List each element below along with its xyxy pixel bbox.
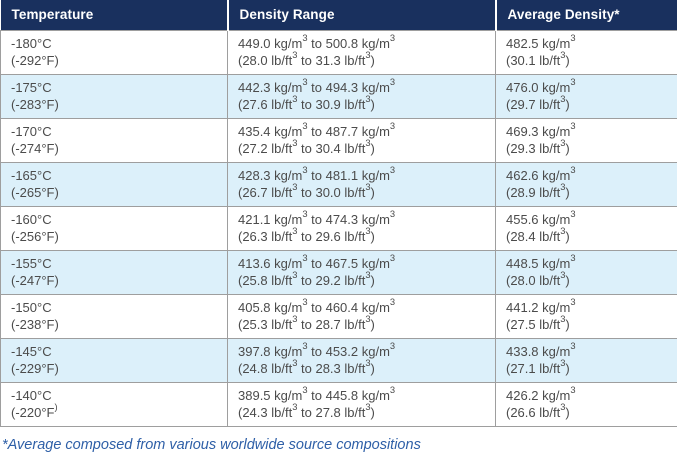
cell-line: (27.1 lb/ft3) — [506, 358, 570, 376]
cell-line: (24.3 lb/ft3 to 27.8 lb/ft3) — [238, 402, 375, 420]
header-row: Temperature Density Range Average Densit… — [0, 0, 677, 30]
cell-line: 421.1 kg/m3 to 474.3 kg/m3 — [238, 209, 396, 227]
column-header-average-density: Average Density* — [494, 0, 677, 30]
cell-line: 435.4 kg/m3 to 487.7 kg/m3 — [238, 121, 396, 139]
cell-line: 426.2 kg/m3 — [506, 385, 576, 403]
cell-line: (-265°F) — [11, 184, 59, 200]
cell-density-range: 428.3 kg/m3 to 481.1 kg/m3 (26.7 lb/ft3 t… — [227, 161, 496, 207]
table-row: -140°C (-220°F) 389.5 kg/m3 to 445.8 kg/m3… — [0, 381, 677, 427]
cell-line: -155°C — [11, 255, 52, 271]
cell-line: 482.5 kg/m3 — [506, 33, 576, 51]
table-row: -150°C (-238°F) 405.8 kg/m3 to 460.4 kg/m3… — [0, 293, 677, 339]
cell-temperature: -180°C (-292°F) — [0, 29, 228, 75]
cell-line: (-229°F) — [11, 360, 59, 376]
cell-line: -170°C — [11, 123, 52, 139]
cell-line: (24.8 lb/ft3 to 28.3 lb/ft3) — [238, 358, 375, 376]
cell-line: (27.2 lb/ft3 to 30.4 lb/ft3) — [238, 138, 375, 156]
cell-line: 455.6 kg/m3 — [506, 209, 576, 227]
cell-line: -160°C — [11, 211, 52, 227]
cell-density-range: 405.8 kg/m3 to 460.4 kg/m3 (25.3 lb/ft3 t… — [227, 293, 496, 339]
cell-line: 413.6 kg/m3 to 467.5 kg/m3 — [238, 253, 396, 271]
cell-line: 442.3 kg/m3 to 494.3 kg/m3 — [238, 77, 396, 95]
cell-temperature: -165°C (-265°F) — [0, 161, 228, 207]
cell-line: (30.1 lb/ft3) — [506, 50, 570, 68]
table-row: -180°C (-292°F) 449.0 kg/m3 to 500.8 kg/m3… — [0, 29, 677, 75]
cell-line: 433.8 kg/m3 — [506, 341, 576, 359]
cell-line: (-238°F) — [11, 316, 59, 332]
cell-line: 476.0 kg/m3 — [506, 77, 576, 95]
cell-line: (-247°F) — [11, 272, 59, 288]
cell-density-range: 449.0 kg/m3 to 500.8 kg/m3 (28.0 lb/ft3 t… — [227, 29, 496, 75]
cell-temperature: -140°C (-220°F) — [0, 381, 228, 427]
cell-line: (26.7 lb/ft3 to 30.0 lb/ft3) — [238, 182, 375, 200]
cell-line: (25.8 lb/ft3 to 29.2 lb/ft3) — [238, 270, 375, 288]
cell-line: 448.5 kg/m3 — [506, 253, 576, 271]
table-row: -145°C (-229°F) 397.8 kg/m3 to 453.2 kg/m3… — [0, 337, 677, 383]
cell-line: (29.3 lb/ft3) — [506, 138, 570, 156]
cell-line: (26.3 lb/ft3 to 29.6 lb/ft3) — [238, 226, 375, 244]
cell-temperature: -170°C (-274°F) — [0, 117, 228, 163]
cell-line: -140°C — [11, 387, 52, 403]
cell-line: (28.4 lb/ft3) — [506, 226, 570, 244]
cell-average-density: 462.6 kg/m3 (28.9 lb/ft3) — [495, 161, 677, 207]
cell-density-range: 435.4 kg/m3 to 487.7 kg/m3 (27.2 lb/ft3 t… — [227, 117, 496, 163]
cell-density-range: 389.5 kg/m3 to 445.8 kg/m3 (24.3 lb/ft3 t… — [227, 381, 496, 427]
cell-line: 389.5 kg/m3 to 445.8 kg/m3 — [238, 385, 396, 403]
cell-line: (29.7 lb/ft3) — [506, 94, 570, 112]
cell-average-density: 441.2 kg/m3 (27.5 lb/ft3) — [495, 293, 677, 339]
column-header-temperature: Temperature — [0, 0, 228, 30]
cell-density-range: 397.8 kg/m3 to 453.2 kg/m3 (24.8 lb/ft3 t… — [227, 337, 496, 383]
cell-line: 405.8 kg/m3 to 460.4 kg/m3 — [238, 297, 396, 315]
cell-temperature: -160°C (-256°F) — [0, 205, 228, 251]
table-body: -180°C (-292°F) 449.0 kg/m3 to 500.8 kg/m3… — [0, 29, 677, 427]
column-header-density-range: Density Range — [226, 0, 496, 30]
table-row: -175°C (-283°F) 442.3 kg/m3 to 494.3 kg/m3… — [0, 73, 677, 119]
cell-average-density: 476.0 kg/m3 (29.7 lb/ft3) — [495, 73, 677, 119]
cell-temperature: -150°C (-238°F) — [0, 293, 228, 339]
cell-line: (27.5 lb/ft3) — [506, 314, 570, 332]
cell-temperature: -155°C (-247°F) — [0, 249, 228, 295]
cell-line: 428.3 kg/m3 to 481.1 kg/m3 — [238, 165, 396, 183]
cell-line: 449.0 kg/m3 to 500.8 kg/m3 — [238, 33, 396, 51]
cell-average-density: 426.2 kg/m3 (26.6 lb/ft3) — [495, 381, 677, 427]
cell-temperature: -145°C (-229°F) — [0, 337, 228, 383]
cell-density-range: 413.6 kg/m3 to 467.5 kg/m3 (25.8 lb/ft3 t… — [227, 249, 496, 295]
cell-line: (26.6 lb/ft3) — [506, 402, 570, 420]
cell-line: (-274°F) — [11, 140, 59, 156]
cell-line: 462.6 kg/m3 — [506, 165, 576, 183]
table-row: -165°C (-265°F) 428.3 kg/m3 to 481.1 kg/m3… — [0, 161, 677, 207]
footnote: *Average composed from various worldwide… — [2, 436, 421, 452]
cell-line: -145°C — [11, 343, 52, 359]
cell-line: (-256°F) — [11, 228, 59, 244]
cell-density-range: 421.1 kg/m3 to 474.3 kg/m3 (26.3 lb/ft3 t… — [227, 205, 496, 251]
cell-line: (27.6 lb/ft3 to 30.9 lb/ft3) — [238, 94, 375, 112]
cell-line: 441.2 kg/m3 — [506, 297, 576, 315]
cell-line: (-220°F) — [11, 402, 58, 420]
table-header: Temperature Density Range Average Densit… — [0, 0, 677, 30]
cell-line: -150°C — [11, 299, 52, 315]
cell-average-density: 482.5 kg/m3 (30.1 lb/ft3) — [495, 29, 677, 75]
cell-line: (28.9 lb/ft3) — [506, 182, 570, 200]
cell-line: (25.3 lb/ft3 to 28.7 lb/ft3) — [238, 314, 375, 332]
cell-average-density: 455.6 kg/m3 (28.4 lb/ft3) — [495, 205, 677, 251]
cell-average-density: 433.8 kg/m3 (27.1 lb/ft3) — [495, 337, 677, 383]
cell-line: (28.0 lb/ft3 to 31.3 lb/ft3) — [238, 50, 375, 68]
cell-line: -165°C — [11, 167, 52, 183]
density-table: Temperature Density Range Average Densit… — [0, 0, 677, 427]
cell-line: 469.3 kg/m3 — [506, 121, 576, 139]
cell-line: (28.0 lb/ft3) — [506, 270, 570, 288]
table-row: -155°C (-247°F) 413.6 kg/m3 to 467.5 kg/m3… — [0, 249, 677, 295]
table-row: -160°C (-256°F) 421.1 kg/m3 to 474.3 kg/m3… — [0, 205, 677, 251]
cell-density-range: 442.3 kg/m3 to 494.3 kg/m3 (27.6 lb/ft3 t… — [227, 73, 496, 119]
table-row: -170°C (-274°F) 435.4 kg/m3 to 487.7 kg/m3… — [0, 117, 677, 163]
cell-temperature: -175°C (-283°F) — [0, 73, 228, 119]
cell-line: (-292°F) — [11, 52, 59, 68]
cell-line: -180°C — [11, 35, 52, 51]
cell-line: (-283°F) — [11, 96, 59, 112]
cell-average-density: 469.3 kg/m3 (29.3 lb/ft3) — [495, 117, 677, 163]
cell-average-density: 448.5 kg/m3 (28.0 lb/ft3) — [495, 249, 677, 295]
cell-line: 397.8 kg/m3 to 453.2 kg/m3 — [238, 341, 396, 359]
cell-line: -175°C — [11, 79, 52, 95]
